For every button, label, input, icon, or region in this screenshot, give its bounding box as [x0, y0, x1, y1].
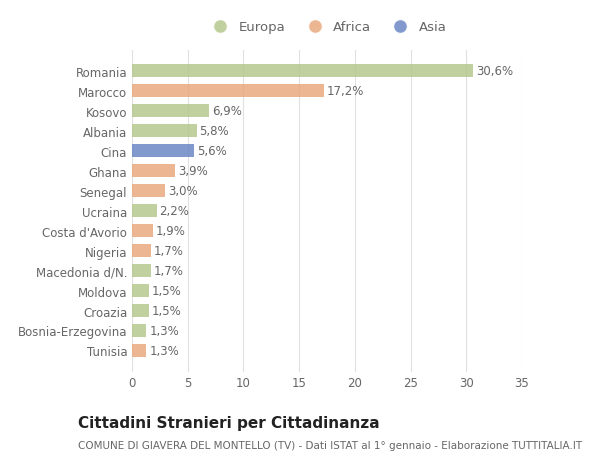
Text: 1,5%: 1,5% — [151, 285, 181, 297]
Text: 17,2%: 17,2% — [326, 85, 364, 98]
Bar — [132, 205, 157, 218]
Text: Cittadini Stranieri per Cittadinanza: Cittadini Stranieri per Cittadinanza — [78, 415, 380, 431]
Bar — [132, 325, 146, 337]
Bar — [132, 65, 473, 78]
Bar — [132, 125, 197, 138]
Text: 5,6%: 5,6% — [197, 145, 227, 158]
Bar — [132, 224, 153, 238]
Bar — [132, 185, 166, 198]
Bar — [132, 285, 149, 297]
Bar — [132, 344, 146, 357]
Bar — [132, 165, 175, 178]
Text: COMUNE DI GIAVERA DEL MONTELLO (TV) - Dati ISTAT al 1° gennaio - Elaborazione TU: COMUNE DI GIAVERA DEL MONTELLO (TV) - Da… — [78, 440, 582, 450]
Bar — [132, 105, 209, 118]
Text: 1,3%: 1,3% — [149, 324, 179, 337]
Bar — [132, 304, 149, 317]
Bar — [132, 85, 323, 98]
Legend: Europa, Africa, Asia: Europa, Africa, Asia — [205, 18, 449, 37]
Text: 1,5%: 1,5% — [151, 304, 181, 317]
Bar — [132, 264, 151, 277]
Text: 2,2%: 2,2% — [160, 205, 189, 218]
Text: 1,3%: 1,3% — [149, 344, 179, 357]
Bar — [132, 245, 151, 257]
Bar — [132, 145, 194, 158]
Text: 30,6%: 30,6% — [476, 65, 513, 78]
Text: 3,9%: 3,9% — [178, 165, 208, 178]
Text: 6,9%: 6,9% — [212, 105, 242, 118]
Text: 3,0%: 3,0% — [168, 185, 198, 198]
Text: 1,7%: 1,7% — [154, 264, 184, 277]
Text: 5,8%: 5,8% — [199, 125, 229, 138]
Text: 1,9%: 1,9% — [156, 224, 186, 238]
Text: 1,7%: 1,7% — [154, 245, 184, 257]
